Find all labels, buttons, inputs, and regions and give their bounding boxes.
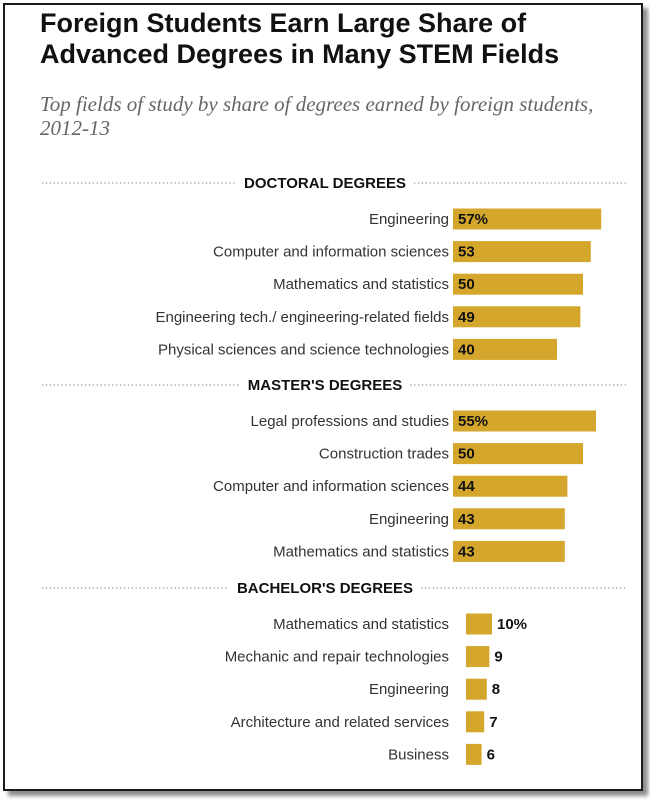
category-label: Mechanic and repair technologies (225, 649, 449, 666)
section-title: BACHELOR'S DEGREES (237, 580, 413, 597)
category-label: Construction trades (319, 446, 449, 463)
bar (453, 475, 568, 497)
bar (453, 443, 583, 465)
bar (453, 508, 565, 530)
value-label: 49 (458, 309, 475, 326)
bar (453, 338, 557, 360)
chart-subtitle: Top fields of study by share of degrees … (40, 92, 594, 140)
value-label: 43 (458, 511, 475, 528)
bar (466, 711, 485, 733)
bar (453, 208, 602, 230)
category-label: Mathematics and statistics (273, 616, 449, 633)
bar (453, 540, 565, 562)
bar (453, 306, 581, 328)
bar (466, 613, 492, 635)
bar (466, 678, 487, 700)
value-label: 50 (458, 446, 475, 463)
value-label: 57% (458, 211, 488, 228)
section-title: DOCTORAL DEGREES (244, 175, 406, 192)
value-label: 53 (458, 244, 475, 261)
bar (466, 743, 482, 765)
category-label: Engineering (369, 511, 449, 528)
category-label: Mathematics and statistics (273, 276, 449, 293)
category-label: Physical sciences and science technologi… (158, 341, 449, 358)
value-label: 55% (458, 413, 488, 430)
category-label: Engineering tech./ engineering-related f… (155, 309, 449, 326)
value-label: 10% (497, 616, 527, 633)
category-label: Computer and information sciences (213, 244, 449, 261)
value-label: 7 (489, 714, 497, 731)
value-label: 8 (492, 681, 500, 698)
category-label: Business (388, 746, 449, 763)
value-label: 40 (458, 341, 475, 358)
category-label: Architecture and related services (231, 714, 449, 731)
bar (466, 646, 490, 668)
value-label: 43 (458, 543, 475, 560)
bar (453, 410, 596, 432)
value-label: 9 (494, 649, 502, 666)
category-label: Legal professions and studies (251, 413, 449, 430)
value-label: 44 (458, 478, 475, 495)
chart-frame (3, 3, 643, 791)
category-label: Computer and information sciences (213, 478, 449, 495)
bar (453, 273, 583, 295)
category-label: Mathematics and statistics (273, 543, 449, 560)
chart-title: Foreign Students Earn Large Share of Adv… (40, 8, 560, 69)
value-label: 50 (458, 276, 475, 293)
section-title: MASTER'S DEGREES (248, 377, 402, 394)
value-label: 6 (487, 746, 495, 763)
category-label: Engineering (369, 211, 449, 228)
bar (453, 241, 591, 263)
category-label: Engineering (369, 681, 449, 698)
